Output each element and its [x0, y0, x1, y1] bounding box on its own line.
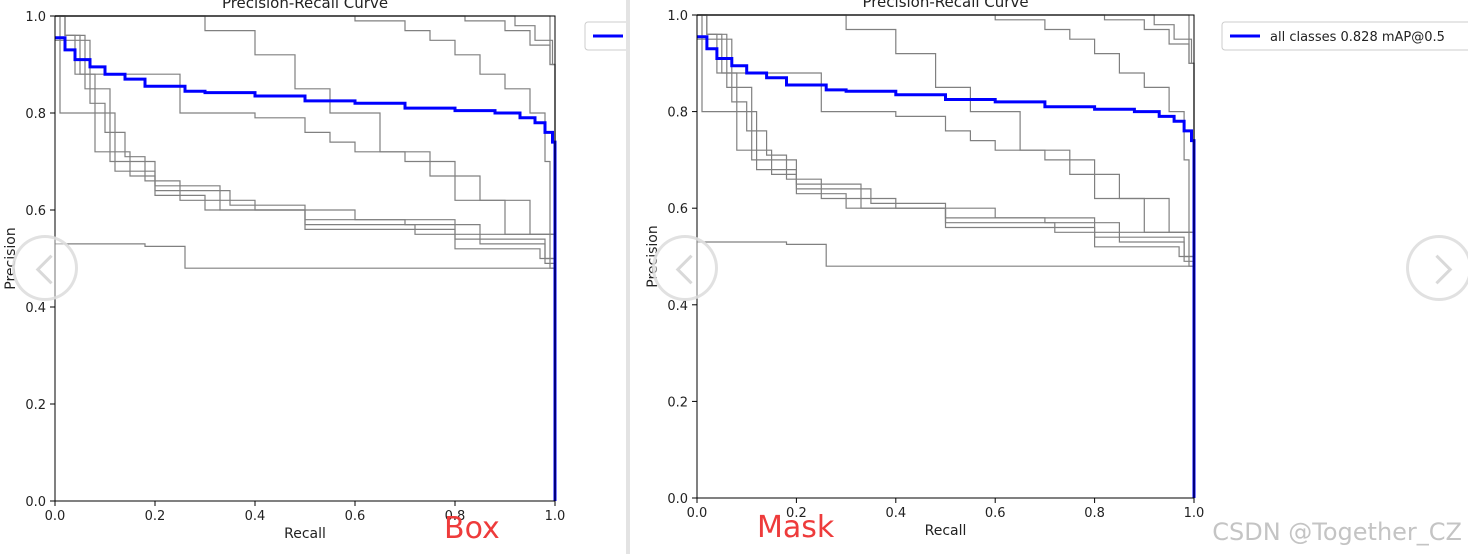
y-tick-label: 0.6 [667, 202, 688, 217]
y-tick-label: 0.0 [667, 492, 688, 507]
x-axis-label: Recall [284, 526, 326, 542]
box-caption: Box [444, 511, 500, 546]
chart-title: Precision-Recall Curve [862, 0, 1028, 11]
panel-divider [626, 0, 630, 554]
x-tick-label: 0.8 [445, 509, 466, 524]
x-tick-label: 1.0 [545, 509, 566, 524]
x-tick-label: 0.4 [885, 506, 906, 521]
prev-image-button[interactable] [12, 235, 78, 301]
next-image-button[interactable] [1406, 235, 1468, 301]
mask-chart-panel: Precision-Recall Curve 0.0 0.2 0.4 0.6 0.8 1.0… [630, 0, 1468, 554]
y-tick-label: 0.4 [667, 299, 688, 314]
x-tick-label: 0.8 [1084, 506, 1105, 521]
y-tick-label: 0.8 [667, 106, 688, 121]
x-tick-label: 0.0 [687, 506, 708, 521]
series-class-5-line [697, 14, 1195, 498]
series-class-8-line [697, 14, 1195, 498]
series-class-1-line [55, 15, 556, 501]
series-class-7-line [697, 14, 1195, 498]
series-class-4-line [55, 15, 556, 501]
x-tick-label: 0.4 [245, 509, 266, 524]
x-tick-label: 1.0 [1184, 506, 1205, 521]
prev-image-button-right[interactable] [652, 235, 718, 301]
series-class-8-line [55, 15, 556, 501]
legend-label: all classes 0.828 mAP@0.5 [1270, 30, 1445, 45]
chart-title: Precision-Recall Curve [222, 0, 388, 12]
box-pr-chart: Precision-Recall Curve 0.0 0.2 0.4 0.6 0.8 1.0… [3, 0, 626, 542]
box-chart-panel: Precision-Recall Curve 0.0 0.2 0.4 0.6 0.8 1.0… [0, 0, 626, 554]
series-class-7-line [55, 15, 556, 501]
y-tick-label: 0.6 [25, 204, 46, 219]
mask-pr-chart: Precision-Recall Curve 0.0 0.2 0.4 0.6 0.8 1.0… [645, 0, 1468, 539]
series-class-6-line [697, 241, 1195, 498]
x-tick-label: 0.6 [345, 509, 366, 524]
y-tick-label: 0.2 [667, 395, 688, 410]
y-tick-label: 0.2 [25, 398, 46, 413]
legend-box [1221, 21, 1468, 51]
x-tick-label: 0.6 [985, 506, 1006, 521]
watermark: CSDN @Together_CZ [1212, 518, 1462, 546]
x-axis-label: Recall [925, 523, 967, 539]
y-tick-label: 1.0 [667, 9, 688, 24]
series-class-5-line [55, 15, 556, 501]
x-tick-label: 0.2 [145, 509, 166, 524]
series-class-4-line [697, 14, 1195, 498]
y-tick-label: 0.0 [25, 495, 46, 510]
series-class-6-line [55, 243, 556, 501]
y-tick-label: 1.0 [25, 10, 46, 25]
y-tick-label: 0.8 [25, 107, 46, 122]
y-tick-label: 0.4 [25, 301, 46, 316]
series-all-classes-line [697, 35, 1196, 498]
x-tick-label: 0.2 [786, 506, 807, 521]
mask-caption: Mask [757, 510, 835, 545]
series-all-classes-line [55, 36, 557, 501]
x-tick-label: 0.0 [45, 509, 66, 524]
series-class-1-line [697, 14, 1195, 498]
